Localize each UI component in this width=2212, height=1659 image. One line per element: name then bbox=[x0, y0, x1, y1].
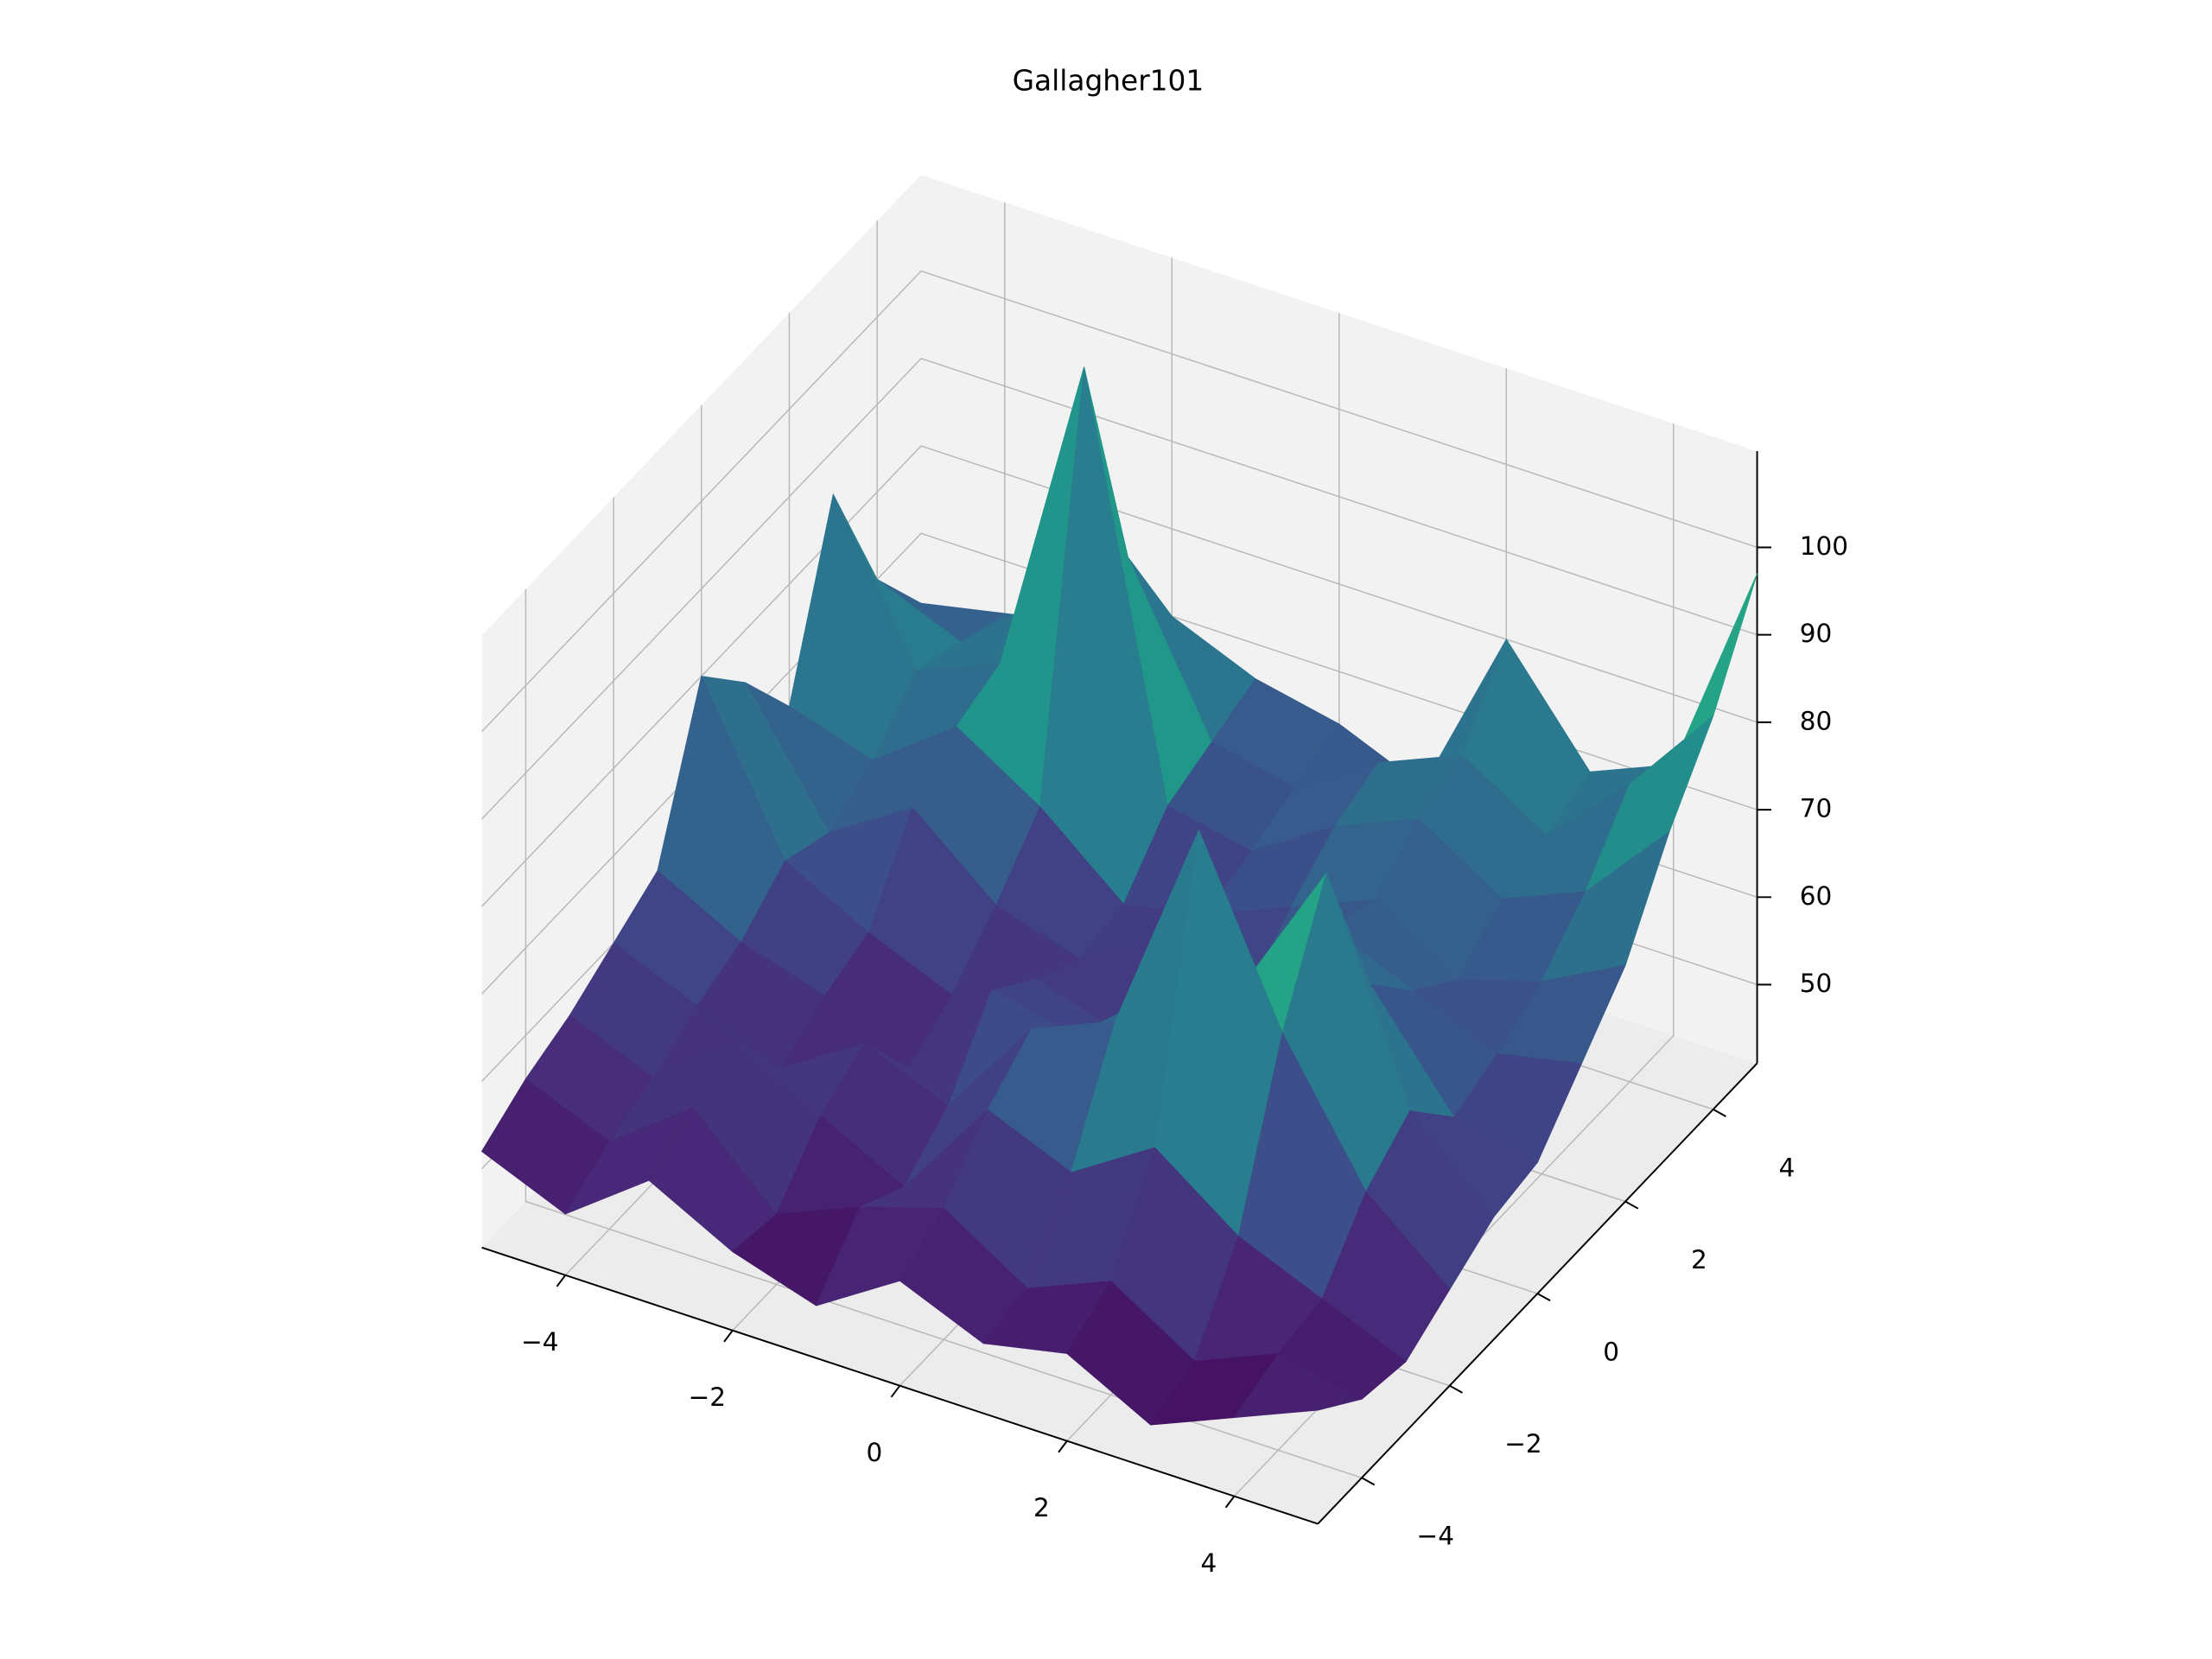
grid-line bbox=[481, 358, 1758, 820]
y-tick bbox=[1449, 1384, 1463, 1394]
x-tick bbox=[1224, 1496, 1236, 1509]
y-axis bbox=[1317, 1062, 1758, 1525]
grid-line bbox=[524, 589, 1363, 1478]
z-tick-label: 50 bbox=[1800, 969, 1833, 998]
z-tick-label: 100 bbox=[1800, 531, 1848, 561]
z-tick-label: 60 bbox=[1800, 881, 1833, 911]
y-tick bbox=[1536, 1293, 1551, 1302]
x-tick bbox=[890, 1385, 901, 1398]
x-tick-label: 0 bbox=[866, 1438, 882, 1467]
y-tick-label: 4 bbox=[1779, 1153, 1796, 1182]
z-tick-label: 80 bbox=[1800, 706, 1833, 735]
x-tick bbox=[723, 1330, 734, 1343]
z-tick-label: 90 bbox=[1800, 619, 1833, 648]
x-axis bbox=[481, 1246, 1319, 1525]
y-tick bbox=[1713, 1109, 1726, 1117]
y-tick bbox=[1624, 1200, 1639, 1210]
y-tick-label: −2 bbox=[1504, 1429, 1542, 1459]
y-tick-label: 2 bbox=[1691, 1245, 1707, 1274]
surface-patch bbox=[1233, 1353, 1363, 1419]
x-tick-label: 4 bbox=[1201, 1548, 1217, 1578]
grid-line bbox=[481, 270, 1758, 733]
x-tick-label: −4 bbox=[521, 1327, 559, 1357]
z-tick-label: 70 bbox=[1800, 794, 1833, 823]
x-tick bbox=[1058, 1440, 1068, 1453]
x-tick-label: −2 bbox=[689, 1382, 727, 1412]
chart-title: Gallagher101 bbox=[1013, 65, 1205, 98]
y-tick-label: −4 bbox=[1417, 1522, 1454, 1551]
y-tick-label: 0 bbox=[1603, 1337, 1619, 1366]
x-tick-label: 2 bbox=[1033, 1493, 1050, 1522]
y-tick bbox=[1361, 1477, 1376, 1486]
grid-line bbox=[481, 445, 1758, 907]
x-tick bbox=[556, 1274, 567, 1287]
